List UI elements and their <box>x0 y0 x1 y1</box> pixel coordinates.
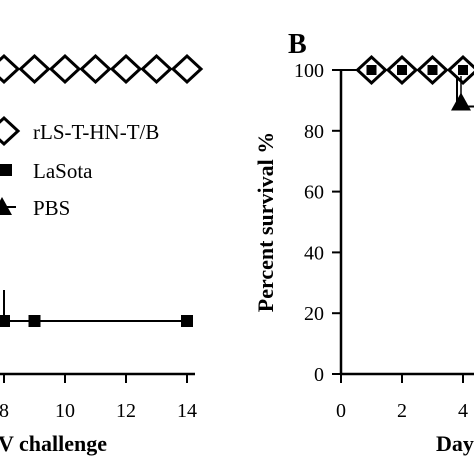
panel-a-point-lasota-2 <box>181 315 193 327</box>
panel-b-y-tick-label-4: 80 <box>304 121 324 143</box>
panel-a-point-lasota-0 <box>0 315 10 327</box>
panel-a-x-tick-label-0: 8 <box>0 400 9 422</box>
panel-a-legend-label-2: PBS <box>33 196 70 220</box>
panel-b-x-tick-label-0: 0 <box>336 400 346 422</box>
panel-b-x-tick-label-1: 2 <box>397 400 407 422</box>
panel-a-x-axis-label: V challenge <box>0 431 107 456</box>
panel-a-x-tick-label-3: 14 <box>177 400 197 422</box>
panel-b: B 0 20 40 60 80 100 0 2 4 Percent survival % Day <box>253 29 474 456</box>
panel-a-legend-marker-1 <box>0 164 12 176</box>
panel-a-point-rls-2 <box>48 53 82 85</box>
panel-a-point-lasota-1 <box>28 315 41 327</box>
panel-a-point-rls-3 <box>79 53 112 85</box>
panel-a-legend-label-0: rLS-T-HN-T/B <box>33 120 159 144</box>
panel-b-y-tick-label-2: 40 <box>304 242 324 264</box>
panel-a: 8 10 12 14 V challenge rLS-T-HN-T/B LaSota PBS <box>0 53 204 456</box>
panel-a-legend-marker-2 <box>0 197 12 215</box>
panel-b-y-tick-label-1: 20 <box>304 303 324 325</box>
panel-b-point-lasota-3 <box>458 65 468 75</box>
panel-a-point-rls-4 <box>109 53 143 85</box>
panel-b-x-tick-label-2: 4 <box>458 400 468 422</box>
panel-b-point-lasota-1 <box>397 65 407 75</box>
panel-b-y-axis-label: Percent survival % <box>253 132 278 312</box>
panel-b-y-tick-label-3: 60 <box>304 182 324 204</box>
panel-a-point-rls-1 <box>18 53 51 85</box>
panel-a-point-rls-6 <box>170 53 204 85</box>
panel-b-letter: B <box>288 29 307 60</box>
panel-a-x-tick-label-1: 10 <box>55 400 75 422</box>
panel-b-point-lasota-2 <box>427 65 438 75</box>
panel-a-x-tick-label-2: 12 <box>116 400 136 422</box>
panel-a-point-rls-5 <box>140 53 173 85</box>
panel-b-y-tick-label-5: 100 <box>294 60 324 82</box>
panel-a-point-rls-0 <box>0 53 21 85</box>
panel-b-y-tick-label-0: 0 <box>314 364 324 386</box>
panel-a-legend-marker-0 <box>0 115 21 147</box>
panel-b-point-lasota-0 <box>366 65 377 75</box>
panel-a-legend-label-1: LaSota <box>33 159 93 183</box>
panel-b-x-axis-label: Day <box>436 431 474 456</box>
